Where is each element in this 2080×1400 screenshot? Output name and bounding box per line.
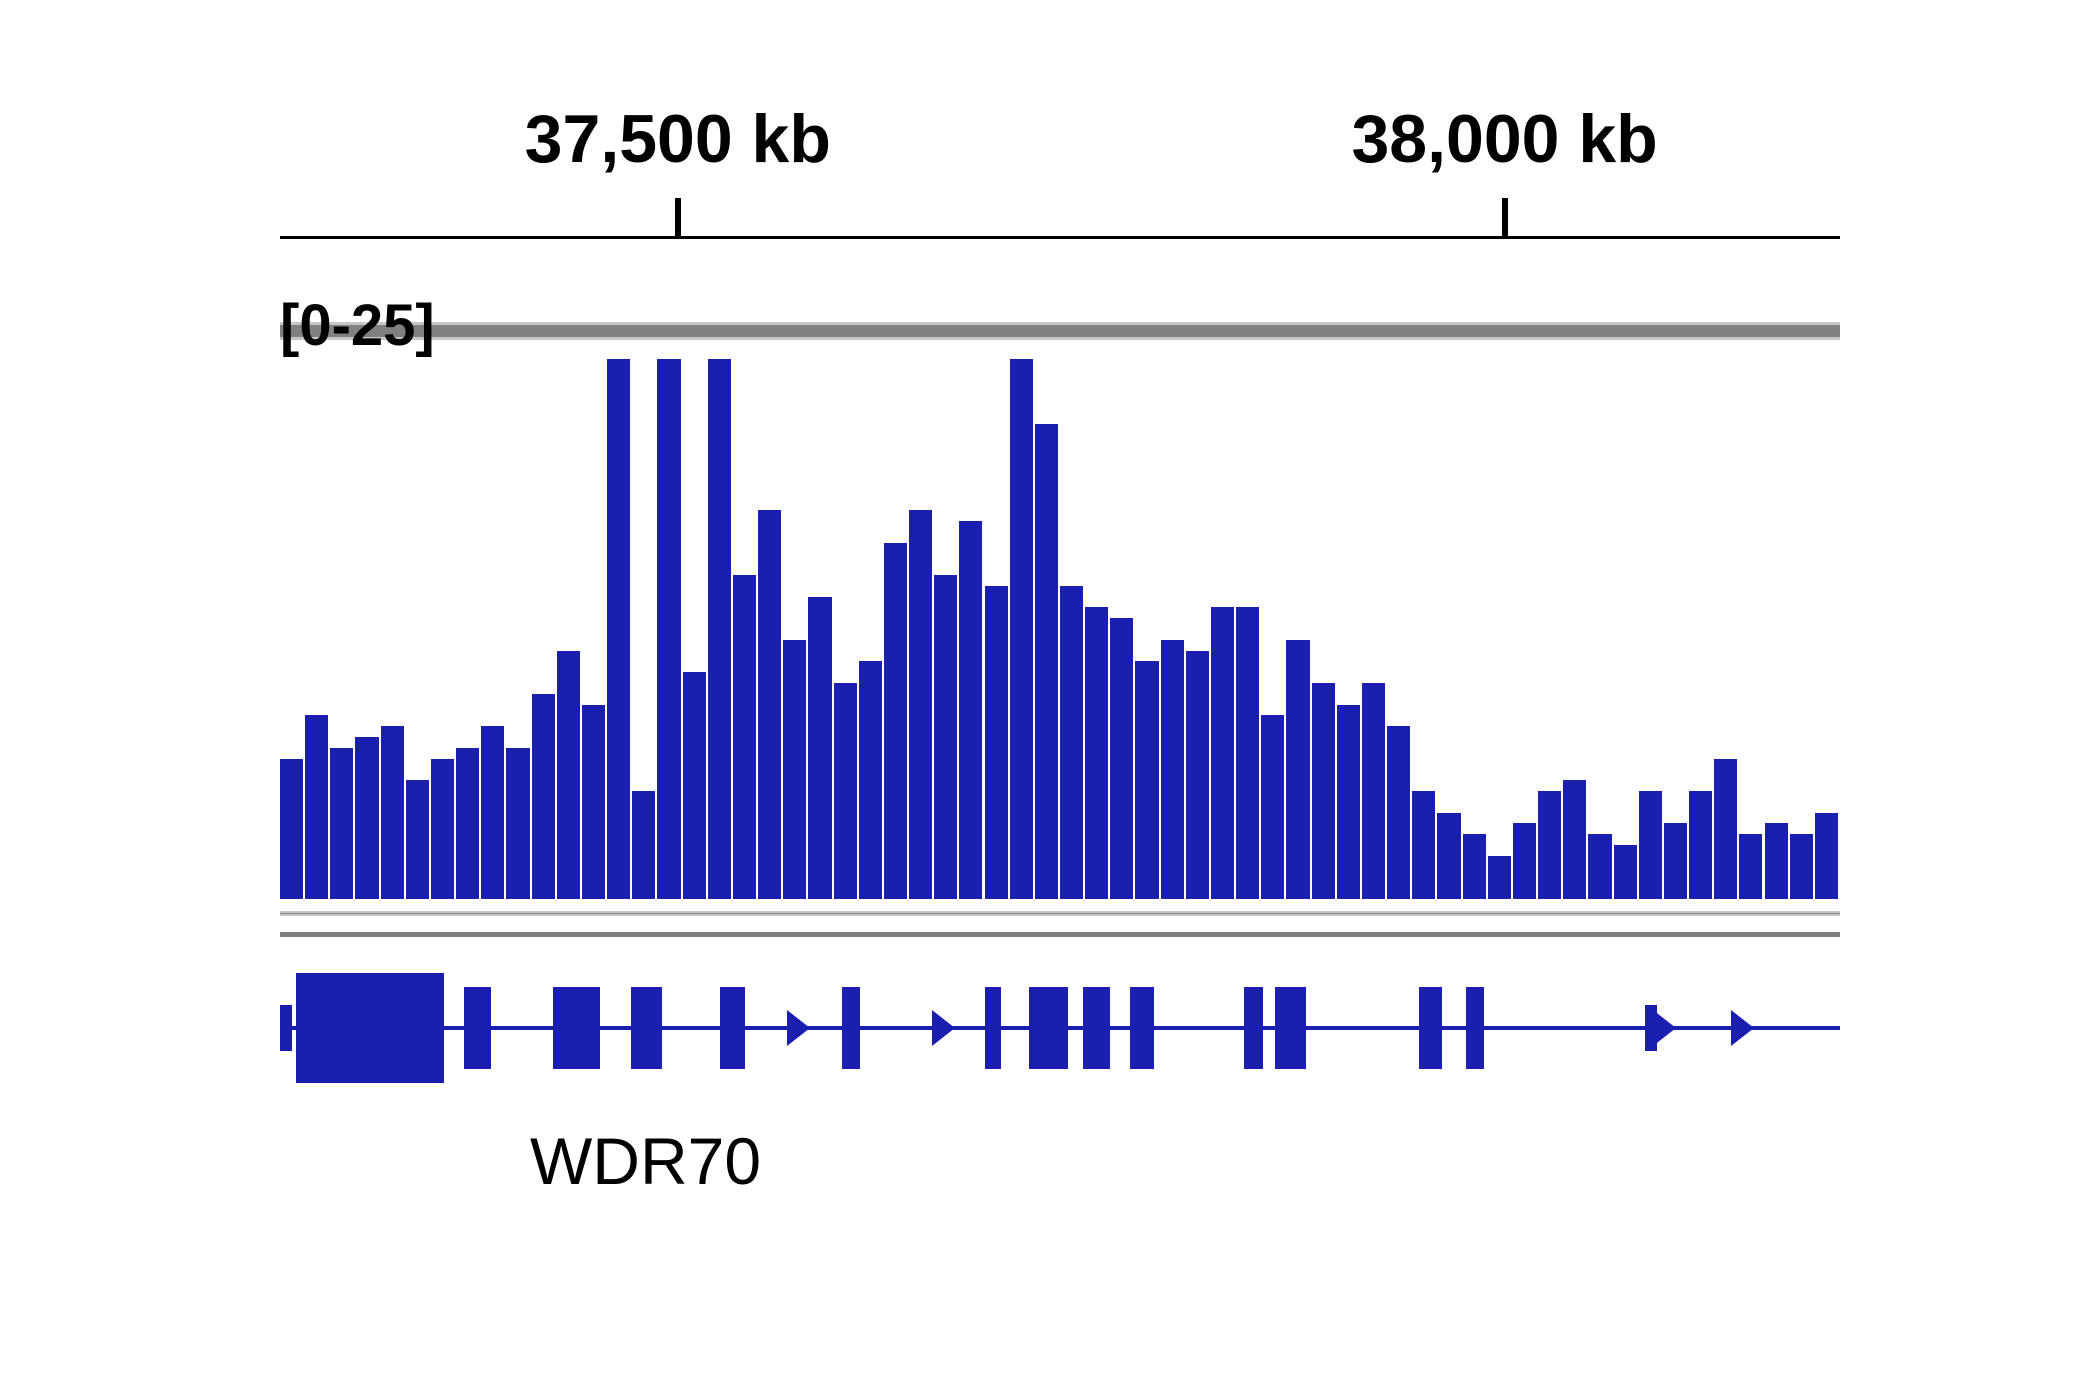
coverage-bar: [607, 359, 630, 899]
coverage-bar: [1085, 607, 1108, 899]
coverage-bar: [1513, 823, 1536, 899]
coverage-bar: [934, 575, 957, 899]
ruler-tick-label: 38,000 kb: [1351, 100, 1657, 178]
gene-exon: [720, 987, 745, 1069]
gene-name-label: WDR70: [530, 1123, 1840, 1199]
gene-exon: [280, 1005, 292, 1051]
coverage-bar: [330, 748, 353, 899]
coverage-bars: [280, 359, 1840, 899]
gene-direction-arrow-icon: [932, 1010, 955, 1046]
gene-exon: [1275, 987, 1306, 1069]
coverage-bar: [683, 672, 706, 899]
coverage-bar: [1815, 813, 1838, 899]
coverage-bar: [1463, 834, 1486, 899]
coverage-bar: [909, 510, 932, 899]
coverage-bar: [1236, 607, 1259, 899]
gene-exon: [1083, 987, 1110, 1069]
ruler-baseline: [280, 236, 1840, 239]
coverage-bar: [1337, 705, 1360, 899]
coverage-bar: [1588, 834, 1611, 899]
coverage-bar: [1714, 759, 1737, 899]
coverage-bar: [1689, 791, 1712, 899]
coverage-bar: [305, 715, 328, 899]
coverage-bar: [506, 748, 529, 899]
coverage-baseline: [280, 911, 1840, 916]
coverage-bar: [1664, 823, 1687, 899]
coverage-bar: [1614, 845, 1637, 899]
coverage-bar: [657, 359, 680, 899]
coverage-bar: [431, 759, 454, 899]
gene-exon: [553, 987, 600, 1069]
coverage-bar: [1211, 607, 1234, 899]
coverage-bar: [1488, 856, 1511, 899]
coverage-bar: [481, 726, 504, 899]
coverage-bar: [1060, 586, 1083, 899]
coverage-bar: [532, 694, 555, 899]
genomic-ruler: 37,500 kb 38,000 kb: [280, 100, 1840, 280]
coverage-track: [0-25]: [280, 292, 1840, 937]
coverage-bar: [280, 759, 303, 899]
coverage-bar: [884, 543, 907, 899]
coverage-bar: [1437, 813, 1460, 899]
gene-exon: [842, 987, 861, 1069]
coverage-bar: [1387, 726, 1410, 899]
coverage-bar: [834, 683, 857, 899]
ruler-tick-mark: [1502, 198, 1508, 236]
coverage-bar: [758, 510, 781, 899]
coverage-bar: [1110, 618, 1133, 899]
coverage-bar: [557, 651, 580, 899]
gene-exon: [464, 987, 491, 1069]
gene-direction-arrow-icon: [1653, 1010, 1676, 1046]
ruler-tick-label: 37,500 kb: [525, 100, 831, 178]
gene-direction-arrow-icon: [1731, 1010, 1754, 1046]
coverage-bar: [1135, 661, 1158, 899]
coverage-bar: [1312, 683, 1335, 899]
genome-browser-figure: 37,500 kb 38,000 kb [0-25] WDR70: [280, 100, 1840, 1199]
gene-exon: [1029, 987, 1068, 1069]
gene-exon: [296, 973, 444, 1083]
coverage-bar: [381, 726, 404, 899]
coverage-bar: [406, 780, 429, 899]
coverage-bar: [1790, 834, 1813, 899]
coverage-bar: [1739, 834, 1762, 899]
ruler-tick-mark: [675, 198, 681, 236]
coverage-bar: [1563, 780, 1586, 899]
coverage-bar: [1362, 683, 1385, 899]
gene-direction-arrow-icon: [787, 1010, 810, 1046]
coverage-bar: [1765, 823, 1788, 899]
coverage-bar: [808, 597, 831, 899]
coverage-bar: [1286, 640, 1309, 899]
coverage-bar: [582, 705, 605, 899]
gene-exon: [1466, 987, 1485, 1069]
coverage-bar: [1639, 791, 1662, 899]
separator-line: [280, 932, 1840, 937]
coverage-bar: [708, 359, 731, 899]
coverage-bar: [859, 661, 882, 899]
coverage-bar: [783, 640, 806, 899]
coverage-bar: [355, 737, 378, 899]
coverage-bar: [1261, 715, 1284, 899]
coverage-bar: [1161, 640, 1184, 899]
gene-model-track: [280, 973, 1840, 1083]
coverage-bar: [632, 791, 655, 899]
gene-exon: [1419, 987, 1442, 1069]
coverage-bar: [733, 575, 756, 899]
coverage-bar: [1186, 651, 1209, 899]
gene-exon: [1130, 987, 1153, 1069]
coverage-bar: [985, 586, 1008, 899]
coverage-bar: [1010, 359, 1033, 899]
coverage-bar: [456, 748, 479, 899]
gene-exon: [631, 987, 662, 1069]
coverage-bar: [1035, 424, 1058, 899]
gene-exon: [1244, 987, 1263, 1069]
coverage-scale-label: [0-25]: [280, 292, 1840, 359]
coverage-bar: [1412, 791, 1435, 899]
gene-exon: [985, 987, 1001, 1069]
coverage-bar: [1538, 791, 1561, 899]
coverage-bar: [959, 521, 982, 899]
